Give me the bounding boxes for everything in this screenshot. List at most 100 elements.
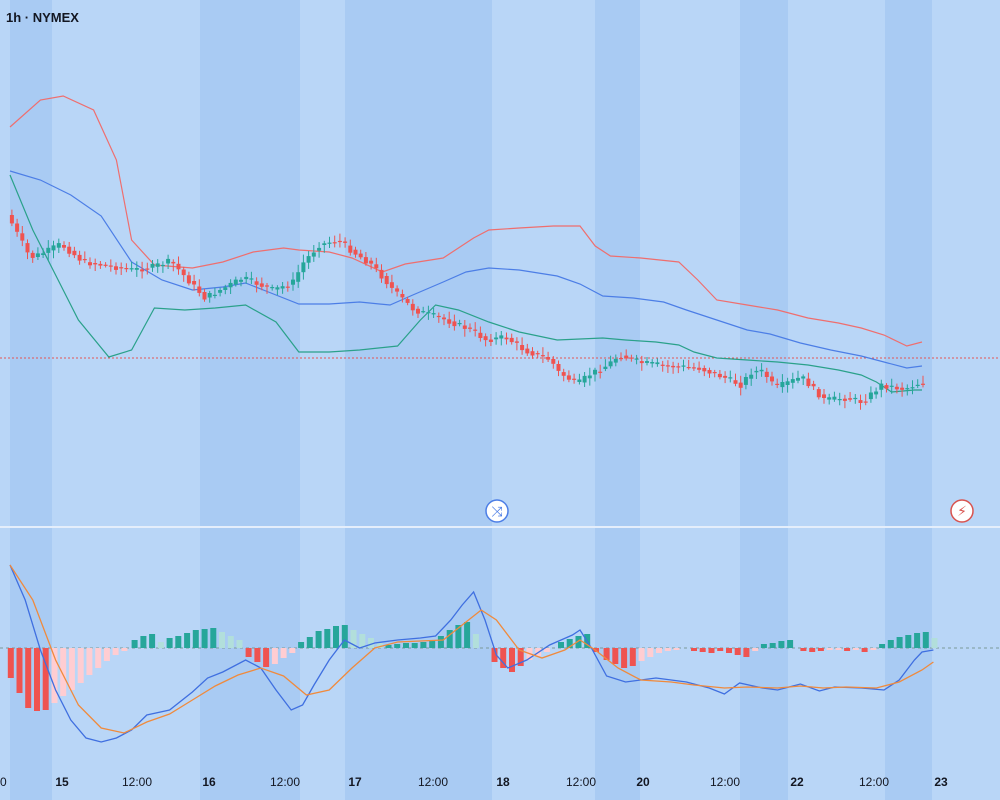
candle-body	[707, 370, 712, 374]
candle-body	[572, 378, 577, 380]
histogram-bar	[726, 648, 732, 653]
candle-body	[483, 336, 488, 341]
histogram-bar	[7, 648, 14, 678]
histogram-bar	[656, 648, 662, 653]
lightning-icon[interactable]: ⚡	[950, 499, 974, 523]
candle-body	[51, 245, 56, 251]
histogram-bar	[760, 644, 767, 648]
candle-body	[98, 263, 103, 266]
histogram-bar	[324, 629, 331, 648]
histogram-bar	[638, 648, 645, 661]
candle-body	[353, 249, 358, 255]
histogram-bar	[896, 637, 903, 648]
histogram-bar	[298, 642, 305, 648]
candle-body	[868, 392, 873, 400]
candle-body	[759, 369, 764, 372]
candle-body	[796, 377, 800, 381]
histogram-bar	[691, 648, 697, 651]
histogram-bar	[437, 636, 444, 648]
candle-body	[291, 279, 295, 285]
histogram-bar	[734, 648, 741, 655]
signal-line	[9, 564, 934, 734]
candle-body	[655, 362, 660, 365]
candle-body	[296, 272, 301, 282]
histogram-bar	[140, 636, 147, 648]
histogram-bar	[826, 648, 833, 650]
candle-body	[337, 240, 342, 243]
split-icon[interactable]: ⤨	[485, 499, 509, 523]
candle-body	[535, 353, 540, 355]
histogram-bar	[914, 633, 921, 648]
histogram-bar	[51, 648, 58, 703]
histogram-bar	[429, 640, 436, 648]
candle-body	[879, 383, 884, 390]
candle-body	[265, 285, 269, 287]
candle-body	[603, 366, 608, 369]
candle-body	[624, 355, 629, 359]
candle-body	[103, 264, 108, 266]
histogram-bar	[112, 648, 119, 655]
candle-body	[910, 387, 915, 389]
candle-body	[671, 365, 676, 368]
candle-body	[650, 362, 655, 364]
candle-body	[790, 379, 795, 383]
candle-body	[863, 401, 868, 403]
candle-body	[436, 315, 441, 318]
candle-body	[702, 368, 707, 372]
candle-body	[228, 282, 233, 288]
candle-body	[473, 329, 478, 331]
candle-body	[93, 263, 98, 265]
histogram-bar	[817, 648, 824, 651]
candle-body	[619, 358, 623, 360]
candle-body	[301, 262, 306, 273]
candle-body	[697, 367, 702, 370]
histogram-bar	[446, 630, 453, 648]
candle-body	[41, 253, 46, 255]
histogram-bar	[708, 648, 715, 653]
candle-body	[426, 312, 431, 314]
histogram-bar	[752, 648, 759, 651]
candle-body	[770, 376, 774, 382]
candle-body	[155, 263, 160, 267]
histogram-bar	[464, 622, 471, 648]
histogram-bar	[350, 630, 357, 648]
candle-body	[186, 275, 191, 284]
histogram-bar	[835, 648, 842, 650]
histogram-bar	[472, 634, 479, 648]
candle-body	[676, 366, 681, 368]
histogram-bar	[905, 635, 912, 648]
x-tick-label: 12:00	[418, 775, 448, 789]
x-tick-label: 16	[202, 775, 216, 789]
candle-body	[171, 261, 176, 264]
histogram-bar	[931, 638, 938, 648]
candle-body	[468, 327, 472, 329]
macd-histogram	[7, 622, 938, 711]
candle-body	[561, 372, 566, 376]
session-bands	[10, 0, 932, 800]
candle-body	[181, 269, 186, 276]
histogram-bar	[852, 648, 859, 650]
histogram-bar	[394, 644, 401, 648]
x-tick-label: 12:00	[566, 775, 596, 789]
histogram-bar	[647, 648, 654, 657]
histogram-bar	[844, 648, 851, 651]
histogram-bar	[385, 645, 392, 648]
candle-body	[874, 391, 879, 395]
candle-body	[738, 382, 743, 388]
histogram-bar	[509, 648, 515, 672]
histogram-bar	[699, 648, 706, 652]
candle-body	[551, 359, 556, 364]
candle-body	[145, 268, 150, 270]
candle-body	[540, 355, 545, 357]
candle-body	[556, 364, 561, 371]
candle-body	[35, 253, 40, 257]
candle-body	[660, 364, 665, 366]
candle-body	[140, 269, 145, 272]
candle-body	[780, 382, 785, 388]
candle-body	[259, 283, 264, 287]
histogram-bar	[800, 648, 807, 651]
x-tick-label: 12:00	[710, 775, 740, 789]
candlestick-series	[9, 209, 925, 410]
